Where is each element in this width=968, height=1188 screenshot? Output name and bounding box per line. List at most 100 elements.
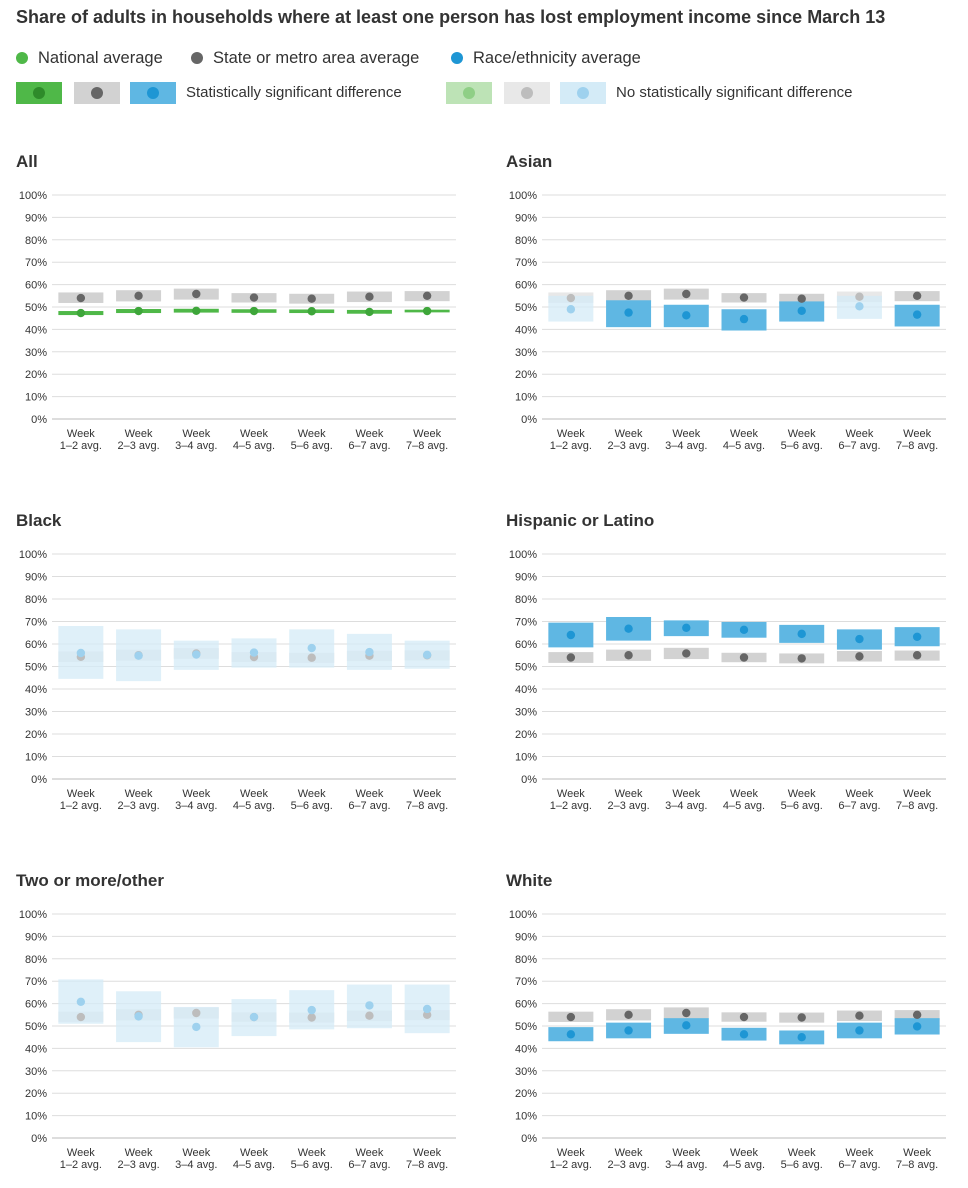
x-tick-label: Week 5–6 avg. bbox=[291, 1147, 333, 1171]
x-tick-label: Week 3–4 avg. bbox=[665, 788, 707, 812]
chart-panel: Two or more/other 0% 10% 20% 30% 40% 50% 60% 70%… bbox=[16, 871, 456, 1171]
y-tick-label: 70% bbox=[515, 617, 537, 629]
y-tick-label: 50% bbox=[25, 662, 47, 674]
swatch-dot-icon bbox=[147, 87, 159, 99]
swatch-dot-icon bbox=[91, 87, 103, 99]
y-tick-label: 20% bbox=[515, 1088, 537, 1100]
race-average-dot bbox=[682, 1021, 691, 1030]
y-tick-label: 60% bbox=[515, 999, 537, 1011]
x-tick-label: Week 6–7 avg. bbox=[838, 788, 880, 812]
y-tick-label: 10% bbox=[25, 752, 47, 764]
race-average-dot bbox=[797, 629, 806, 639]
race-average-dot bbox=[249, 1012, 259, 1022]
state-average-dot bbox=[912, 651, 922, 660]
chart-panel: White 0% 10% 20% 30% 40% 50% 60% 70% 80% 90% 100% We… bbox=[506, 871, 946, 1171]
panel-title: All bbox=[16, 152, 38, 171]
race-average-dot bbox=[134, 1012, 143, 1021]
y-tick-label: 0% bbox=[521, 774, 537, 786]
x-tick-label: Week 1–2 avg. bbox=[60, 1147, 102, 1171]
y-tick-label: 100% bbox=[19, 909, 47, 921]
chart-panel: Asian 0% 10% 20% 30% 40% 50% 60% 70% 80% 90% 100% We… bbox=[506, 152, 946, 452]
state-average-dot bbox=[365, 292, 374, 301]
y-tick-label: 10% bbox=[25, 392, 47, 404]
race-average-dot bbox=[739, 314, 749, 324]
race-average-dot bbox=[912, 632, 922, 641]
race-average-dot bbox=[365, 1001, 374, 1010]
state-average-dot bbox=[624, 1010, 633, 1019]
swatch-state-significant bbox=[74, 82, 120, 104]
x-tick-label: Week 3–4 avg. bbox=[175, 428, 217, 452]
y-tick-label: 70% bbox=[25, 257, 47, 269]
y-tick-label: 40% bbox=[25, 684, 47, 696]
legend-state-label: State or metro area average bbox=[213, 49, 420, 67]
swatch-national-significant bbox=[16, 82, 62, 104]
y-tick-label: 30% bbox=[25, 1066, 47, 1078]
x-tick-label: Week 6–7 avg. bbox=[348, 428, 390, 452]
legend-race-label: Race/ethnicity average bbox=[473, 49, 641, 67]
x-tick-label: Week 1–2 avg. bbox=[550, 428, 592, 452]
race-average-dot bbox=[307, 643, 316, 653]
race-average-dot bbox=[797, 306, 806, 316]
race-average-dot bbox=[797, 1033, 806, 1042]
race-average-dot bbox=[624, 308, 633, 317]
race-average-dot bbox=[739, 1030, 749, 1039]
national-average-dot bbox=[365, 307, 374, 317]
race-average-dot bbox=[855, 634, 864, 644]
race-average-dot bbox=[76, 997, 86, 1007]
state-average-dot bbox=[739, 293, 749, 302]
state-average-dot bbox=[192, 289, 201, 299]
y-tick-label: 20% bbox=[515, 369, 537, 381]
x-tick-label: Week 3–4 avg. bbox=[665, 1147, 707, 1171]
x-tick-label: Week 1–2 avg. bbox=[550, 1147, 592, 1171]
x-tick-label: Week 4–5 avg. bbox=[233, 1147, 275, 1171]
y-tick-label: 70% bbox=[515, 976, 537, 988]
y-tick-label: 0% bbox=[31, 1133, 47, 1145]
y-tick-label: 100% bbox=[19, 190, 47, 202]
x-tick-label: Week 2–3 avg. bbox=[607, 788, 649, 812]
state-average-dot bbox=[365, 1011, 374, 1020]
x-tick-label: Week 4–5 avg. bbox=[723, 428, 765, 452]
state-average-dot bbox=[739, 653, 749, 662]
chart-title: Share of adults in households where at l… bbox=[16, 7, 886, 27]
y-tick-label: 30% bbox=[25, 347, 47, 359]
x-tick-label: Week 7–8 avg. bbox=[406, 1147, 448, 1171]
y-tick-label: 10% bbox=[515, 752, 537, 764]
race-average-dot bbox=[624, 1026, 633, 1035]
race-average-dot bbox=[855, 1026, 864, 1035]
legend-not-significant-label: No statistically significant difference bbox=[616, 84, 853, 101]
y-tick-label: 100% bbox=[509, 190, 537, 202]
state-average-dot bbox=[797, 1013, 806, 1022]
x-tick-label: Week 7–8 avg. bbox=[896, 1147, 938, 1171]
y-tick-label: 60% bbox=[515, 639, 537, 651]
legend-national-label: National average bbox=[38, 49, 163, 67]
y-tick-label: 70% bbox=[25, 976, 47, 988]
y-tick-label: 100% bbox=[19, 549, 47, 561]
y-tick-label: 20% bbox=[25, 369, 47, 381]
y-tick-label: 70% bbox=[25, 617, 47, 629]
state-average-dot bbox=[566, 293, 576, 303]
y-tick-label: 10% bbox=[25, 1111, 47, 1123]
chart-panel: All 0% 10% 20% 30% 40% 50% 60% 70% 80% 90% 100% Week… bbox=[16, 152, 456, 452]
y-tick-label: 90% bbox=[515, 931, 537, 943]
chart-panel: Black 0% 10% 20% 30% 40% 50% 60% 70% 80% 90% 100% We… bbox=[16, 511, 456, 812]
y-tick-label: 0% bbox=[521, 414, 537, 426]
y-tick-label: 50% bbox=[515, 662, 537, 674]
x-tick-label: Week 7–8 avg. bbox=[896, 428, 938, 452]
swatch-dot-icon bbox=[463, 87, 475, 99]
state-average-dot bbox=[422, 291, 432, 300]
state-average-dot bbox=[912, 1010, 922, 1019]
national-average-dot bbox=[192, 306, 201, 316]
race-average-dot bbox=[566, 305, 576, 314]
x-tick-label: Week 3–4 avg. bbox=[175, 1147, 217, 1171]
race-average-dot bbox=[682, 623, 691, 632]
x-tick-label: Week 1–2 avg. bbox=[60, 428, 102, 452]
y-tick-label: 40% bbox=[515, 684, 537, 696]
y-tick-label: 10% bbox=[515, 392, 537, 404]
x-tick-label: Week 5–6 avg. bbox=[291, 428, 333, 452]
y-tick-label: 20% bbox=[25, 1088, 47, 1100]
y-tick-label: 10% bbox=[515, 1111, 537, 1123]
swatch-dot-icon bbox=[521, 87, 533, 99]
state-average-dot bbox=[739, 1012, 749, 1022]
y-tick-label: 50% bbox=[25, 302, 47, 314]
x-tick-label: Week 2–3 avg. bbox=[117, 1147, 159, 1171]
